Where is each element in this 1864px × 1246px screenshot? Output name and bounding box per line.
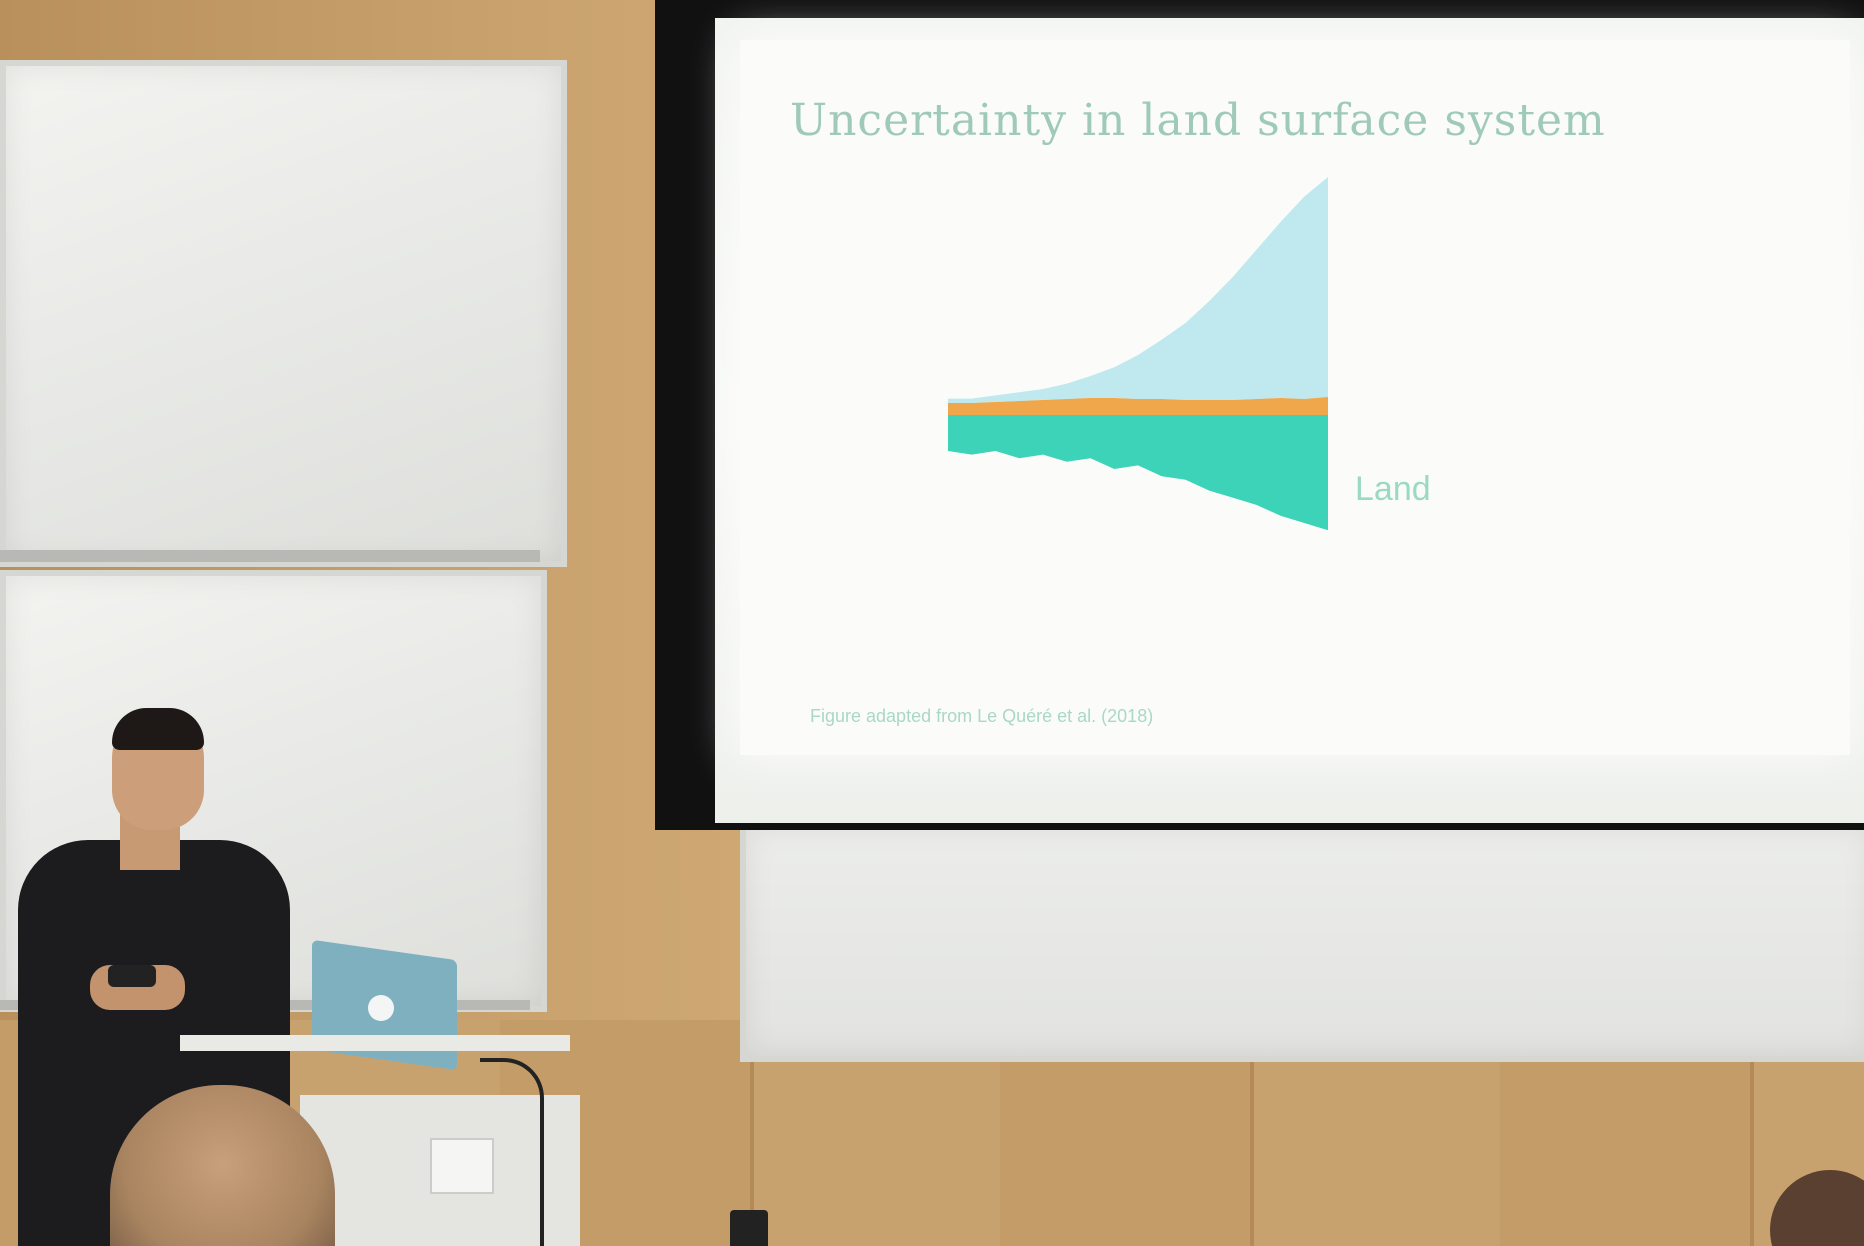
carbon-budget-chart — [948, 177, 1328, 531]
podium-top — [180, 1035, 570, 1051]
apple-logo-icon — [368, 995, 394, 1021]
middle-source-area — [948, 397, 1328, 415]
presentation-remote — [108, 965, 156, 987]
power-adapter — [430, 1138, 494, 1194]
land-series-label: Land — [1355, 470, 1431, 508]
land-sink-area — [948, 415, 1328, 531]
chart-area-layer — [948, 177, 1328, 531]
figure-credit: Figure adapted from Le Quéré et al. (201… — [810, 706, 1154, 726]
presenter-hair — [112, 708, 204, 750]
audience-member-head — [110, 1085, 335, 1246]
whiteboard-upper-left — [0, 60, 567, 567]
laptop-cable — [480, 1058, 544, 1246]
whiteboard-tray — [0, 550, 540, 562]
slide-title: Uncertainty in land surface system — [790, 95, 1606, 146]
whiteboard-under-screen — [740, 820, 1864, 1062]
coffee-mug — [730, 1210, 768, 1246]
upper-source-area — [948, 177, 1328, 403]
